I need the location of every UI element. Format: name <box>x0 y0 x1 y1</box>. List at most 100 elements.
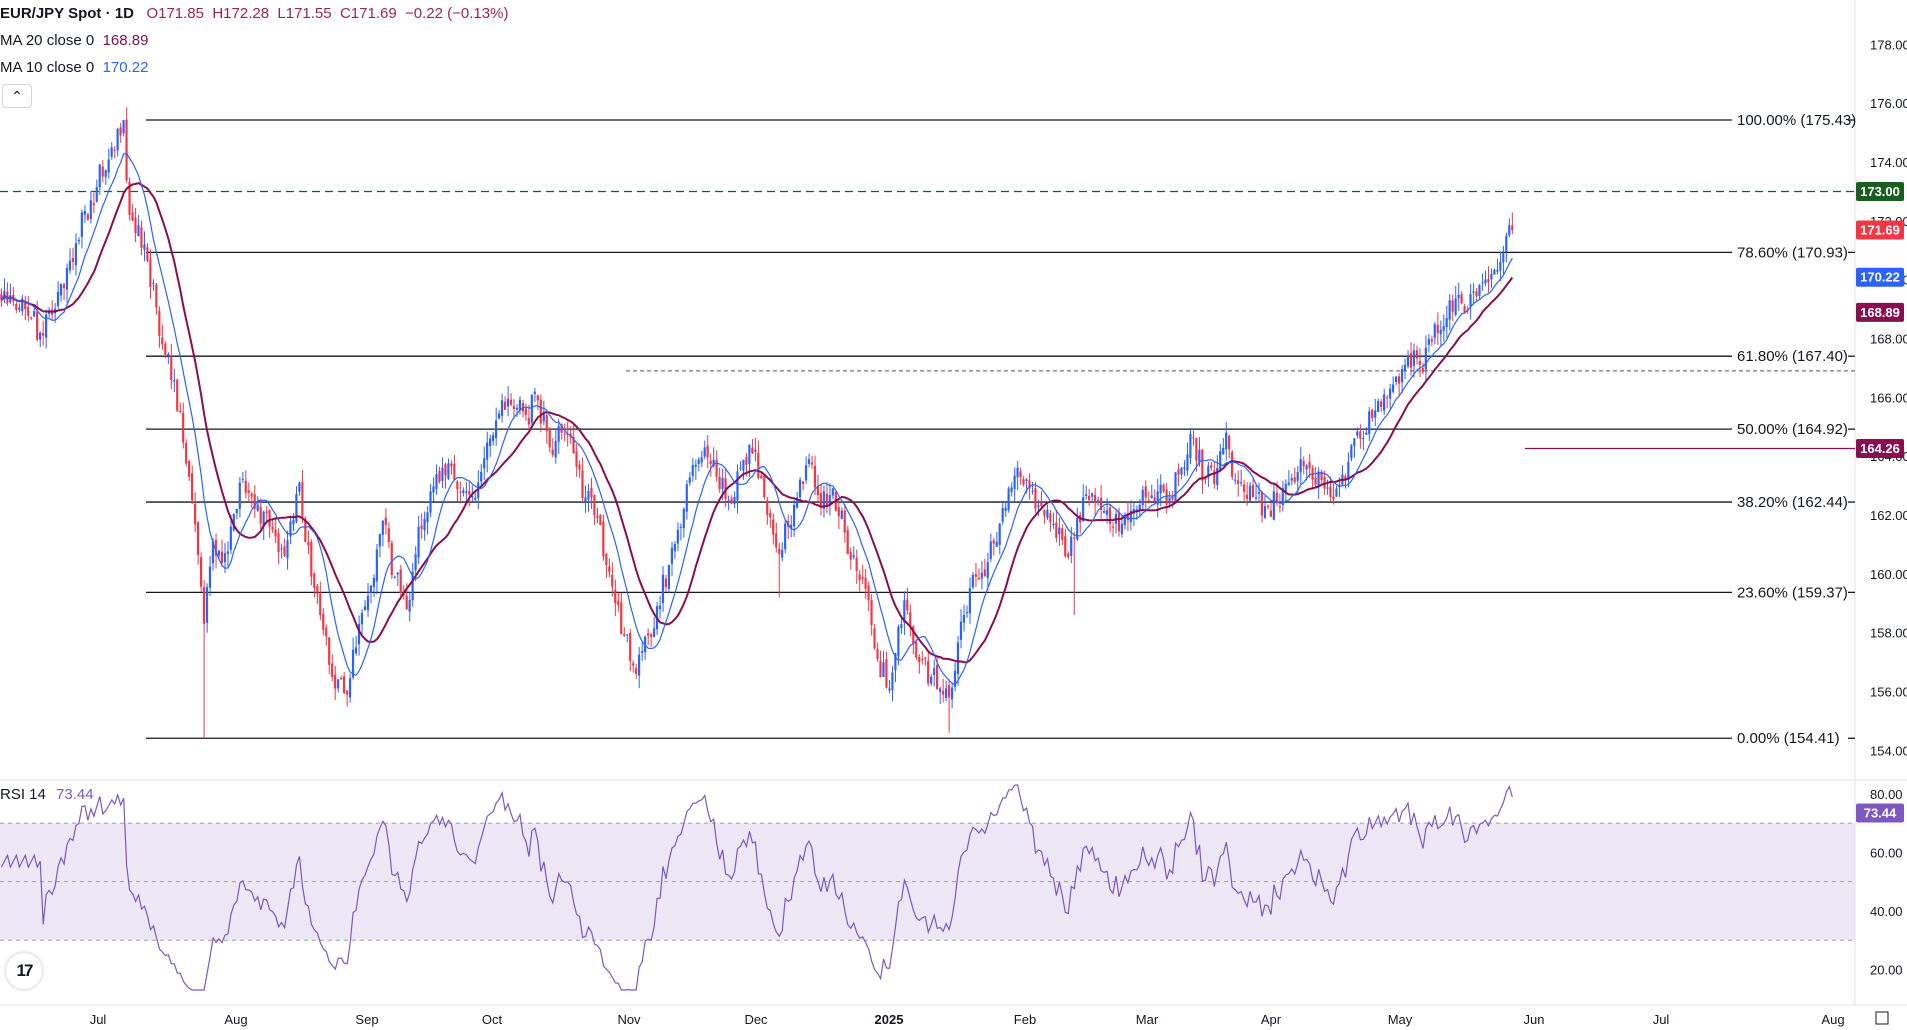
candle-body <box>897 627 900 657</box>
candle-body <box>489 438 492 446</box>
symbol-title[interactable]: EUR/JPY Spot · 1D <box>0 5 134 22</box>
candle-body <box>74 243 77 266</box>
candle-body <box>1493 269 1496 275</box>
fib-label: 78.60% (170.93) <box>1737 244 1848 261</box>
candle-body <box>399 569 402 594</box>
candle-body <box>235 508 238 514</box>
candle-body <box>1490 273 1493 280</box>
candle-body <box>68 260 72 271</box>
candle-body <box>80 212 83 237</box>
candle-body <box>1335 488 1338 497</box>
time-label: May <box>1388 1012 1413 1027</box>
candle-body <box>182 412 185 443</box>
candle-body <box>65 267 69 290</box>
candle-body <box>1499 262 1502 271</box>
candle-body <box>1001 507 1004 522</box>
candle-body <box>1326 487 1329 489</box>
candle-body <box>319 593 322 616</box>
candle-body <box>1454 298 1457 315</box>
candle-body <box>241 478 244 480</box>
candle-body <box>992 540 995 544</box>
candle-body <box>161 337 164 345</box>
candle-body <box>1198 449 1201 463</box>
candle-body <box>199 557 203 587</box>
candle-body <box>1481 282 1484 284</box>
candle-body <box>736 471 739 501</box>
candle-body <box>1177 469 1180 475</box>
fib-label: 100.00% (175.43) <box>1737 112 1856 129</box>
candle-body <box>1469 294 1472 307</box>
candle-body <box>664 578 668 587</box>
fib-lines <box>146 119 1855 739</box>
candle-body <box>110 147 113 157</box>
candle-body <box>1228 435 1231 450</box>
candle-body <box>810 462 814 465</box>
candle-body <box>822 491 825 509</box>
candle-body <box>852 555 855 558</box>
candle-body <box>1448 300 1451 320</box>
candle-body <box>62 284 66 289</box>
candle-body <box>378 534 381 547</box>
candle-body <box>941 690 945 695</box>
price-tick-label: 160.00 <box>1870 567 1907 582</box>
legend-ma20-row[interactable]: MA 20 close 0 168.89 <box>0 27 508 54</box>
legend-ma10-row[interactable]: MA 10 close 0 170.22 <box>0 54 508 81</box>
candle-body <box>524 408 527 415</box>
candle-body <box>1451 300 1454 312</box>
candle-body <box>798 479 802 498</box>
candle-body <box>620 602 623 634</box>
price-tick-label: 166.00 <box>1870 390 1907 405</box>
candle-body <box>1147 500 1150 502</box>
candle-body <box>757 452 760 479</box>
rsi-legend[interactable]: RSI 14 73.44 <box>0 786 94 803</box>
candle-body <box>414 554 417 571</box>
candle-body <box>1397 376 1401 384</box>
candle-body <box>1394 376 1398 383</box>
candle-body <box>518 399 521 411</box>
collapse-legend-button[interactable]: ⌃ <box>2 84 32 108</box>
candle-body <box>146 247 149 261</box>
candle-body <box>575 451 578 467</box>
candle-body <box>930 676 933 684</box>
candle-body <box>122 120 125 134</box>
candle-body <box>262 511 265 527</box>
candle-body <box>149 258 152 287</box>
candle-body <box>831 488 834 496</box>
candle-body <box>784 523 787 550</box>
candle-body <box>179 410 182 413</box>
fib-label: 50.00% (164.92) <box>1737 421 1848 438</box>
candle-body <box>30 317 33 319</box>
candle-body <box>176 379 179 411</box>
candle-body <box>214 540 218 556</box>
candle-body <box>140 227 143 248</box>
candle-body <box>232 514 235 531</box>
candle-body <box>1037 505 1040 508</box>
time-label: Jun <box>1524 1012 1545 1027</box>
candle-body <box>390 542 393 576</box>
candle-body <box>953 670 957 688</box>
candle-body <box>1165 489 1168 505</box>
candle-body <box>578 464 581 470</box>
candle-body <box>372 578 375 587</box>
candle-body <box>721 477 724 489</box>
candle-body <box>1505 235 1508 252</box>
candle-body <box>1061 528 1064 540</box>
candle-body <box>745 457 748 465</box>
open-value: O171.85 <box>146 5 204 22</box>
candle-body <box>1111 526 1115 528</box>
candle-body <box>593 494 596 516</box>
candle-body <box>366 595 370 611</box>
candle-body <box>1347 462 1350 480</box>
candle-body <box>137 225 140 237</box>
candle-body <box>194 503 197 525</box>
candle-body <box>1305 465 1308 470</box>
candle-body <box>1344 476 1347 481</box>
rsi-tick-label: 60.00 <box>1870 845 1903 860</box>
candle-body <box>1162 484 1165 492</box>
candle-body <box>590 488 593 498</box>
candle-body <box>947 685 951 698</box>
candle-body <box>1013 475 1016 489</box>
close-value: C171.69 <box>339 5 397 22</box>
tradingview-logo-icon[interactable]: 17 <box>6 953 42 989</box>
